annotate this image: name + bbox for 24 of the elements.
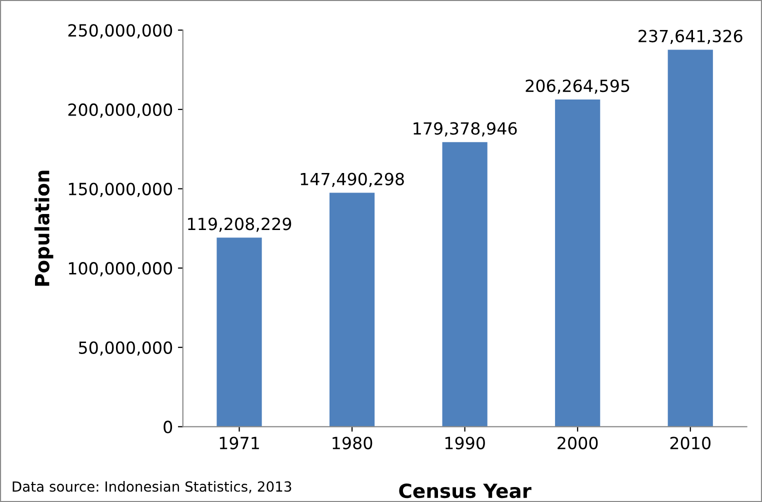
y-tick-label: 200,000,000: [68, 103, 172, 118]
x-tick-label: 2010: [670, 436, 710, 450]
bar: [555, 100, 600, 427]
x-axis-title: Census Year: [399, 483, 532, 498]
y-tick-label: 50,000,000: [79, 341, 172, 356]
bar: [442, 142, 488, 427]
data-label: 206,264,595: [526, 79, 630, 94]
data-label: 179,378,946: [414, 122, 517, 136]
x-tick-label: 1971: [220, 436, 259, 450]
y-axis-title: Population: [34, 170, 54, 286]
data-label: 119,208,229: [188, 218, 292, 232]
bar: [668, 50, 713, 427]
data-label: 237,641,326: [638, 30, 742, 44]
bar: [216, 238, 262, 427]
x-tick-label: 2000: [558, 436, 598, 450]
bar: [329, 192, 375, 427]
x-tick-label: 1990: [445, 436, 485, 450]
y-tick-label: 150,000,000: [68, 182, 172, 198]
y-tick-label: 100,000,000: [68, 262, 172, 276]
source-note: Data source: Indonesian Statistics, 2013: [12, 481, 292, 494]
y-tick-label: 250,000,000: [68, 24, 172, 38]
x-tick-label: 1980: [332, 436, 372, 450]
y-tick-label: 0: [164, 420, 172, 434]
data-label: 147,490,298: [300, 172, 404, 188]
